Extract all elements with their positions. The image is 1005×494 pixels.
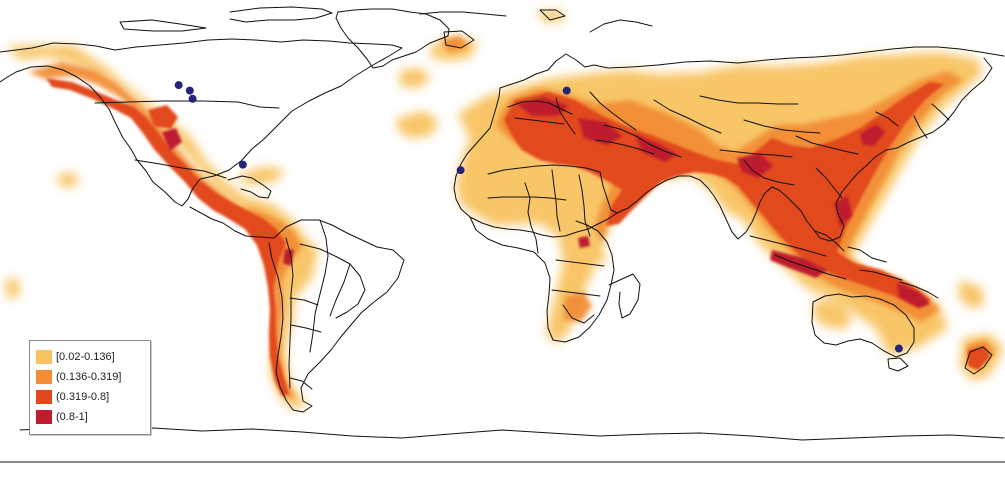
country-boundaries <box>0 6 1005 463</box>
event-markers <box>174 81 903 353</box>
legend-label-high: (0.319-0.8] <box>56 391 110 403</box>
legend-item: (0.8-1] <box>36 407 150 427</box>
legend-swatch-mid <box>36 370 52 384</box>
event-marker <box>174 81 183 90</box>
legend-item: (0.136-0.319] <box>36 367 150 387</box>
event-marker <box>185 86 194 95</box>
legend: [0.02-0.136] (0.136-0.319] (0.319-0.8] (… <box>29 340 151 435</box>
legend-label-mid: (0.136-0.319] <box>56 371 122 383</box>
hazard-max-layer <box>162 97 930 308</box>
legend-swatch-high <box>36 390 52 404</box>
legend-item: [0.02-0.136] <box>36 347 150 367</box>
event-marker <box>238 160 247 169</box>
legend-swatch-low <box>36 350 52 364</box>
legend-label-max: (0.8-1] <box>56 411 88 423</box>
legend-swatch-max <box>36 410 52 424</box>
event-marker <box>562 86 571 95</box>
legend-item: (0.319-0.8] <box>36 387 150 407</box>
legend-label-low: [0.02-0.136] <box>56 351 115 363</box>
event-marker <box>894 344 903 353</box>
event-marker <box>456 166 465 175</box>
event-marker <box>188 94 197 103</box>
